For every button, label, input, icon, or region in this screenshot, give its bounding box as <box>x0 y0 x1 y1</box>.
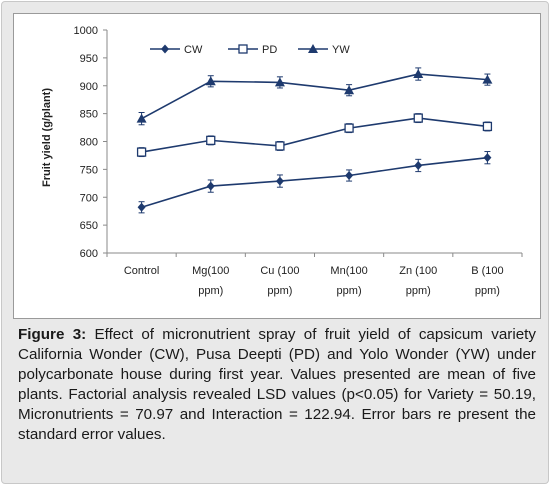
data-point-yw <box>482 74 493 84</box>
series-line-pd <box>141 117 488 153</box>
data-point-pd <box>206 135 216 146</box>
caption-label: Figure 3: <box>18 326 87 343</box>
legend-marker-pd <box>238 44 248 54</box>
data-point-cw <box>414 160 423 170</box>
y-tick-label: 600 <box>80 248 98 260</box>
x-tick-label: Mg(100 ppm) <box>192 265 229 297</box>
data-point-cw <box>483 153 492 163</box>
legend-label-yw: YW <box>332 44 350 56</box>
data-point-yw <box>136 113 147 123</box>
data-point-cw <box>345 171 354 181</box>
data-point-pd <box>482 121 493 132</box>
caption-text: Effect of micronutrient spray of fruit y… <box>18 326 536 443</box>
legend-marker-cw <box>161 44 169 54</box>
y-tick-label: 700 <box>80 192 98 204</box>
data-point-yw <box>344 85 355 95</box>
x-tick-label: B (100 ppm) <box>471 265 503 297</box>
data-point-pd <box>413 113 423 123</box>
data-point-pd <box>275 141 285 151</box>
x-tick-label: Control <box>124 265 159 277</box>
data-point-pd <box>136 147 147 157</box>
legend-label-cw: CW <box>184 44 203 56</box>
data-point-yw <box>413 69 424 79</box>
data-point-pd <box>344 123 354 133</box>
series-line-yw <box>141 73 488 120</box>
y-tick-label: 750 <box>80 164 98 176</box>
chart-panel: 600 650 700 750 800 850 900 950 1000 Control Mg(10… <box>13 13 541 319</box>
y-axis-title: Fruit yield (g/plant) <box>41 88 53 187</box>
x-tick-label: Mn(100 ppm) <box>330 265 367 297</box>
figure-caption: Figure 3: Effect of micronutrient spray … <box>18 325 536 445</box>
legend-marker-yw <box>308 44 318 53</box>
y-tick-label: 1000 <box>74 25 98 37</box>
series-line-cw <box>141 156 488 209</box>
y-tick-label: 800 <box>80 137 98 149</box>
data-point-cw <box>206 181 215 191</box>
y-tick-label: 900 <box>80 81 98 93</box>
data-point-cw <box>137 202 146 212</box>
y-tick-label: 850 <box>80 109 98 121</box>
x-tick-label: Cu (100 ppm) <box>260 265 299 297</box>
legend-label-pd: PD <box>262 44 277 56</box>
data-point-yw <box>274 77 285 87</box>
x-tick-label: Zn (100 ppm) <box>399 265 437 297</box>
line-chart: 600 650 700 750 800 850 900 950 1000 Control Mg(10… <box>41 25 523 297</box>
data-point-cw <box>275 176 284 186</box>
data-point-yw <box>205 76 216 86</box>
y-tick-label: 650 <box>80 220 98 232</box>
y-tick-label: 950 <box>80 53 98 65</box>
